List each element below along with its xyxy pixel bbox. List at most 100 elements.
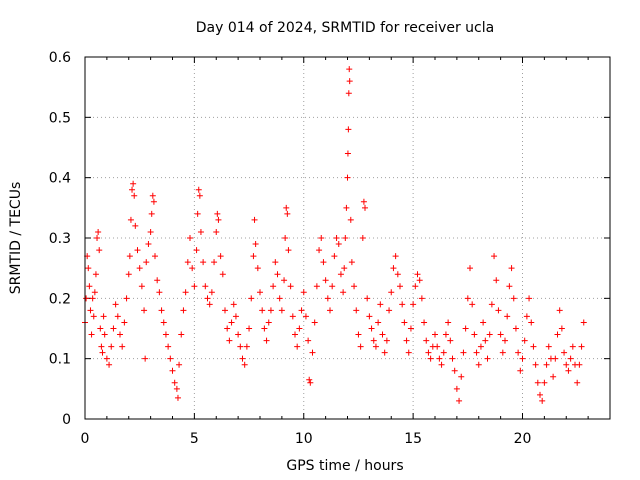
data-point xyxy=(292,331,298,338)
data-point xyxy=(274,271,281,278)
data-point xyxy=(359,235,366,241)
data-point xyxy=(88,331,95,338)
data-point xyxy=(302,313,309,320)
data-point xyxy=(214,210,221,217)
data-point xyxy=(305,337,312,344)
data-point xyxy=(307,379,314,386)
data-point xyxy=(353,307,360,314)
data-point xyxy=(362,204,368,211)
data-point xyxy=(252,241,259,248)
data-point xyxy=(333,235,340,241)
data-point xyxy=(329,283,336,290)
data-point xyxy=(397,283,403,290)
data-point xyxy=(187,235,193,241)
data-point xyxy=(176,361,183,368)
grid-lines xyxy=(85,57,610,419)
data-point xyxy=(337,271,344,278)
data-point xyxy=(110,325,117,332)
data-point xyxy=(488,301,495,308)
y-tick-label: 0.3 xyxy=(49,231,71,247)
data-point xyxy=(143,259,150,266)
data-point xyxy=(388,289,395,296)
data-point xyxy=(436,355,443,362)
data-point xyxy=(150,198,157,205)
data-point xyxy=(261,325,268,332)
data-point xyxy=(219,271,226,278)
data-point xyxy=(345,126,352,133)
data-point xyxy=(477,343,484,350)
data-point xyxy=(298,307,305,314)
data-point xyxy=(364,295,371,302)
data-point xyxy=(510,295,517,302)
data-point xyxy=(438,361,445,368)
data-point xyxy=(523,313,530,320)
data-point xyxy=(504,313,511,320)
data-point xyxy=(390,265,397,272)
data-point xyxy=(539,397,546,404)
x-tick-label: 10 xyxy=(295,431,313,447)
data-point xyxy=(467,265,473,272)
data-point xyxy=(348,259,355,266)
data-point xyxy=(462,325,469,332)
data-point xyxy=(445,319,452,326)
data-point xyxy=(537,391,543,398)
data-point xyxy=(368,325,375,332)
data-point xyxy=(278,307,285,314)
data-point xyxy=(169,367,176,374)
data-point xyxy=(145,241,152,248)
data-point xyxy=(272,259,279,266)
data-point xyxy=(119,343,126,350)
data-point xyxy=(486,331,493,338)
data-point xyxy=(318,235,325,241)
y-axis-label: SRMTID / TECUs xyxy=(8,182,24,295)
data-point xyxy=(94,235,101,241)
data-point xyxy=(165,343,172,350)
data-point xyxy=(375,319,382,326)
data-point xyxy=(171,379,178,386)
data-point xyxy=(360,198,367,205)
data-point xyxy=(425,349,432,356)
data-point xyxy=(418,295,425,302)
data-point xyxy=(294,343,301,350)
data-point xyxy=(580,319,587,326)
data-point xyxy=(456,397,463,404)
data-point xyxy=(126,253,133,260)
data-point xyxy=(254,265,261,272)
data-point xyxy=(558,325,565,332)
data-point xyxy=(394,271,401,278)
data-point xyxy=(152,253,158,260)
data-point xyxy=(132,222,139,229)
data-point xyxy=(276,295,283,302)
data-point xyxy=(313,283,320,290)
data-point xyxy=(416,277,423,284)
data-point xyxy=(243,343,250,350)
data-point xyxy=(482,337,489,344)
data-point xyxy=(222,307,228,314)
data-point xyxy=(226,337,233,344)
data-point xyxy=(306,376,313,383)
data-point xyxy=(204,295,211,302)
data-point xyxy=(484,355,491,362)
data-point xyxy=(263,337,270,344)
data-point xyxy=(403,337,410,344)
data-point xyxy=(569,343,576,350)
data-point xyxy=(267,307,274,314)
data-point xyxy=(554,331,561,338)
data-point xyxy=(521,337,528,344)
data-point xyxy=(189,265,196,272)
data-point xyxy=(447,337,454,344)
data-point xyxy=(458,373,465,380)
data-point xyxy=(471,331,478,338)
data-point xyxy=(125,271,132,278)
data-point xyxy=(160,319,167,326)
data-point xyxy=(284,210,291,217)
data-point xyxy=(195,186,202,193)
data-point xyxy=(259,307,266,314)
data-point xyxy=(442,331,449,338)
data-point xyxy=(134,247,141,254)
data-point xyxy=(241,361,248,368)
data-point xyxy=(106,361,113,368)
data-point xyxy=(248,295,255,302)
data-point xyxy=(401,319,408,326)
